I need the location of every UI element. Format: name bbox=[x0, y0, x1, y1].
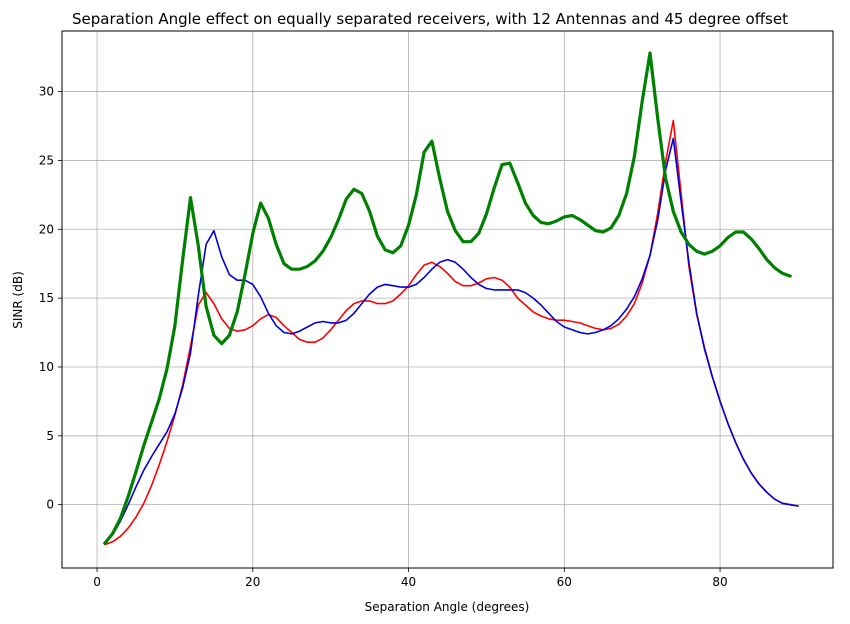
x-axis-label: Separation Angle (degrees) bbox=[365, 600, 530, 614]
x-tick-label: 40 bbox=[401, 575, 416, 589]
series-line-1 bbox=[104, 119, 799, 546]
y-tick-label: 20 bbox=[39, 222, 54, 236]
plot-frame bbox=[61, 30, 834, 569]
x-tick-label: 60 bbox=[557, 575, 572, 589]
grid-lines bbox=[62, 31, 833, 568]
y-tick-label: 0 bbox=[46, 498, 54, 512]
chart-title: Separation Angle effect on equally separ… bbox=[72, 10, 788, 28]
y-tick-label: 25 bbox=[39, 153, 54, 167]
x-axis-ticks: 0 20 40 60 80 bbox=[93, 568, 728, 589]
x-tick-label: 20 bbox=[245, 575, 260, 589]
y-tick-label: 30 bbox=[39, 85, 54, 99]
y-tick-label: 10 bbox=[39, 360, 54, 374]
y-tick-label: 5 bbox=[46, 429, 54, 443]
y-axis-ticks: 0 5 10 15 20 25 30 bbox=[39, 85, 62, 512]
series-line-2 bbox=[104, 137, 799, 545]
series-line-3 bbox=[103, 51, 792, 545]
y-axis-label: SINR (dB) bbox=[11, 271, 25, 329]
x-tick-label: 80 bbox=[712, 575, 727, 589]
y-tick-label: 15 bbox=[39, 291, 54, 305]
series-group bbox=[103, 51, 799, 546]
x-tick-label: 0 bbox=[93, 575, 101, 589]
